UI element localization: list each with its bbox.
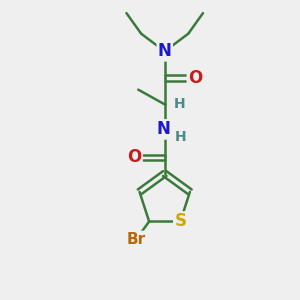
Text: S: S — [174, 212, 186, 230]
Text: N: N — [158, 42, 172, 60]
Text: H: H — [175, 130, 187, 144]
Text: O: O — [127, 148, 142, 166]
Text: N: N — [156, 120, 170, 138]
Text: H: H — [174, 98, 186, 111]
Text: O: O — [188, 69, 202, 87]
Text: Br: Br — [127, 232, 146, 247]
